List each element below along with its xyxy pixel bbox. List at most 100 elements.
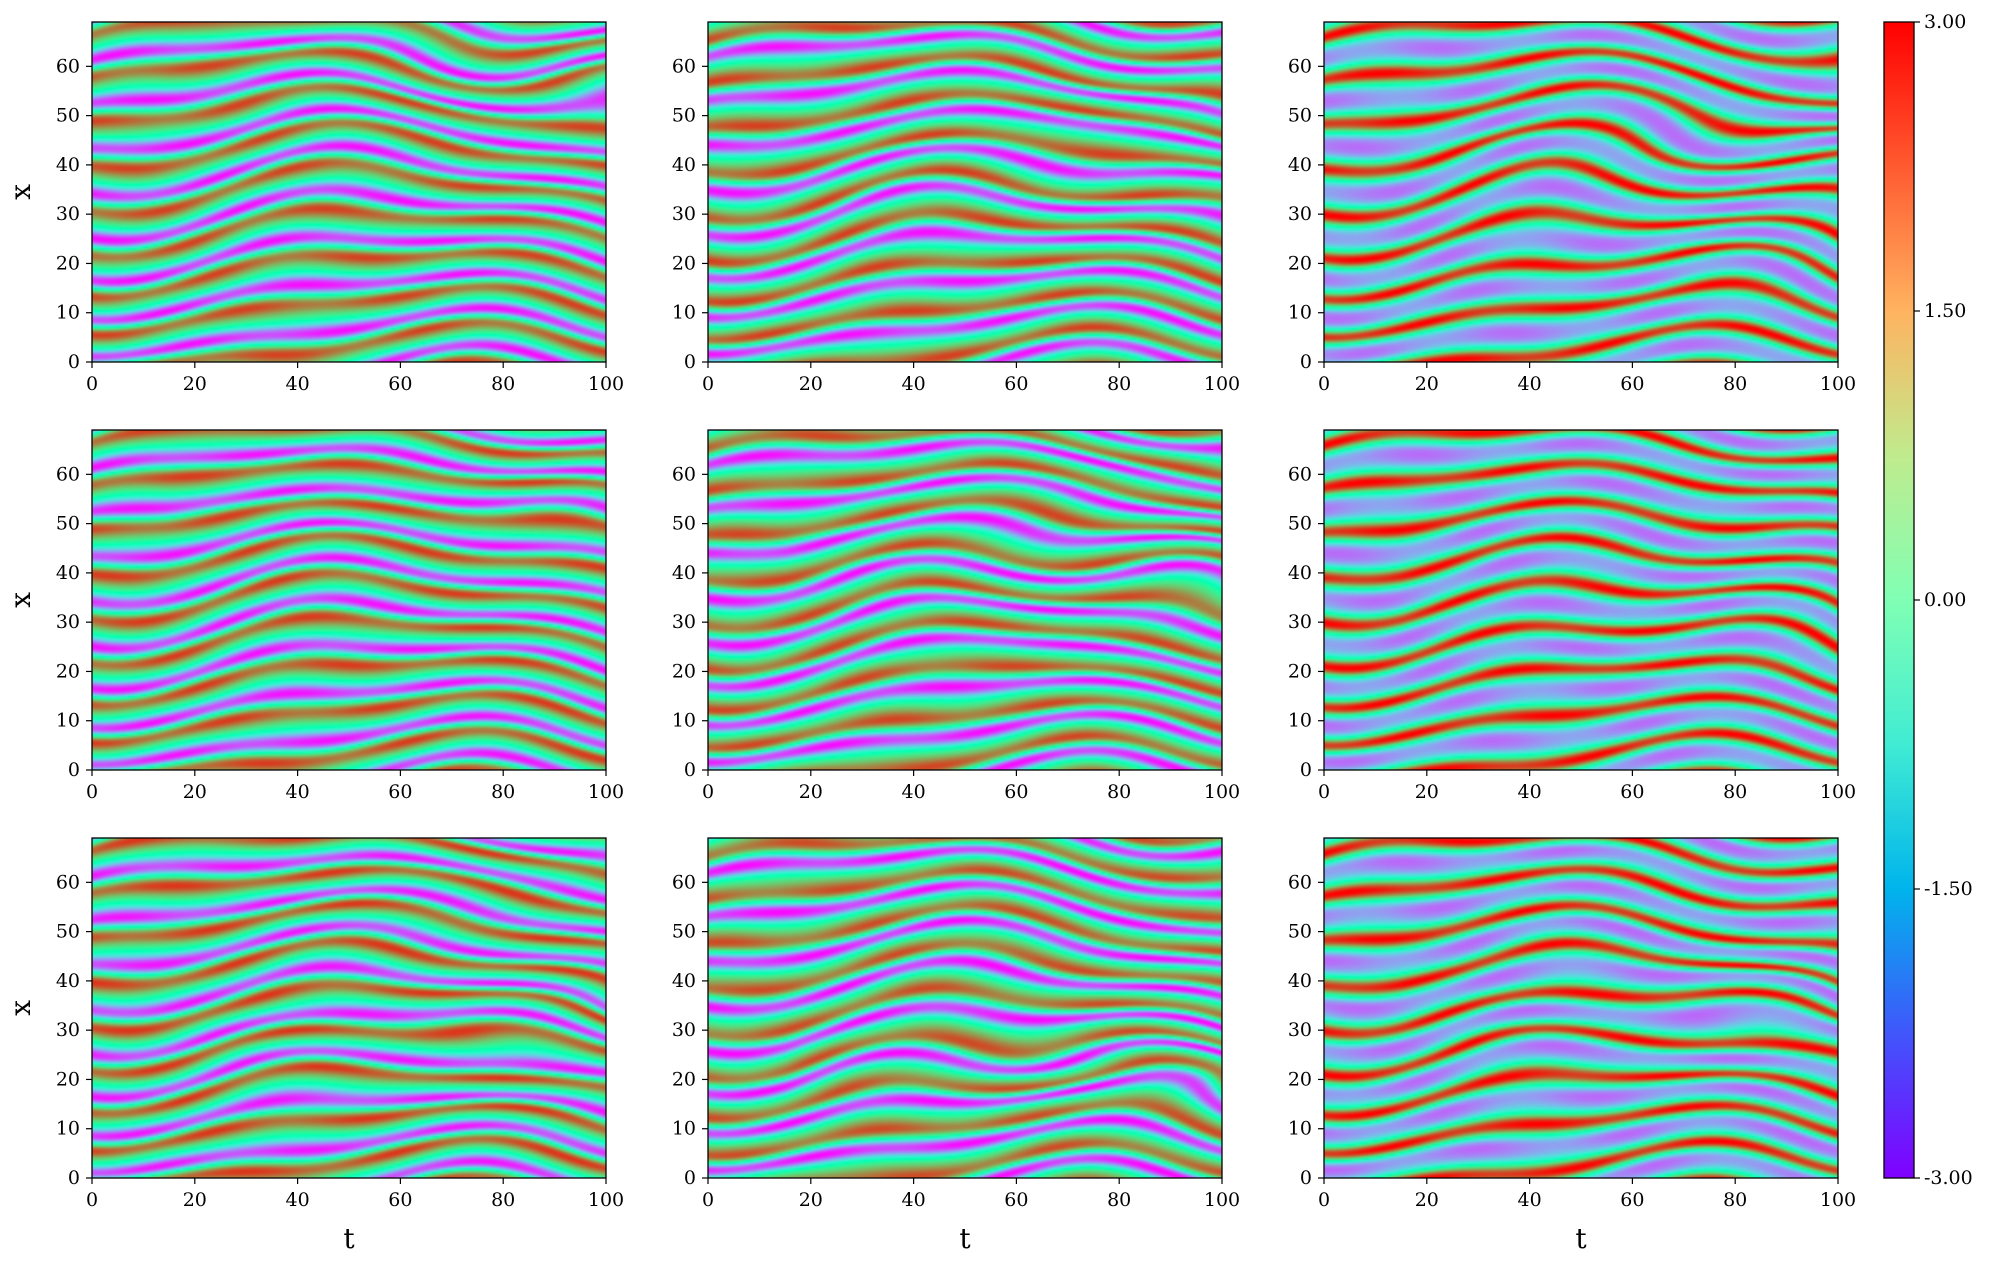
x-tick-label: 40 <box>286 1189 310 1211</box>
y-tick-label: 20 <box>672 1068 696 1090</box>
plot-frame <box>91 429 607 771</box>
y-tick-label: 30 <box>1288 203 1312 225</box>
x-tick-label: 0 <box>1318 373 1330 395</box>
x-tick-label: 20 <box>183 373 207 395</box>
colorbar-tick-label: 1.50 <box>1924 300 1966 322</box>
y-tick-label: 60 <box>1288 55 1312 77</box>
x-tick-label: 80 <box>1107 781 1131 803</box>
y-tick-label: 50 <box>672 921 696 943</box>
y-tick-label: 60 <box>672 463 696 485</box>
y-tick-label: 20 <box>672 660 696 682</box>
plot-frame <box>1323 21 1839 363</box>
x-tick-label: 100 <box>1820 373 1856 395</box>
x-tick-label: 40 <box>1518 781 1542 803</box>
y-tick-label: 0 <box>1300 351 1312 373</box>
y-tick-label: 20 <box>1288 252 1312 274</box>
plot-frame <box>707 21 1223 363</box>
x-tick-label: 0 <box>702 1189 714 1211</box>
y-tick-label: 50 <box>56 105 80 127</box>
y-tick-label: 60 <box>672 55 696 77</box>
heatmap-panel: 0 20 40 60 80 100 0 10 20 30 40 50 60 <box>1288 21 1856 395</box>
y-tick-label: 0 <box>68 351 80 373</box>
y-tick-label: 10 <box>1288 1118 1312 1140</box>
heatmap-image <box>708 22 1222 362</box>
y-tick-label: 10 <box>56 1118 80 1140</box>
y-tick-label: 0 <box>684 759 696 781</box>
x-tick-label: 100 <box>1204 781 1240 803</box>
x-tick-label: 100 <box>1204 373 1240 395</box>
y-tick-label: 10 <box>672 302 696 324</box>
x-tick-label: 20 <box>1415 373 1439 395</box>
x-tick-label: 20 <box>799 1189 823 1211</box>
x-tick-label: 40 <box>902 781 926 803</box>
x-tick-label: 40 <box>286 373 310 395</box>
x-tick-label: 80 <box>1723 1189 1747 1211</box>
heatmap-panel: 0 20 40 60 80 100 0 10 20 30 40 50 60 t <box>1288 837 1856 1255</box>
y-tick-label: 0 <box>684 1167 696 1189</box>
plot-frame <box>707 837 1223 1179</box>
y-tick-label: 30 <box>1288 1019 1312 1041</box>
heatmap-panel: 0 20 40 60 80 100 0 10 20 30 40 50 60 <box>672 429 1240 803</box>
colorbar-tick-label: -1.50 <box>1924 878 1973 900</box>
y-tick-label: 0 <box>68 759 80 781</box>
y-tick-label: 40 <box>56 970 80 992</box>
y-tick-label: 30 <box>672 1019 696 1041</box>
heatmap-image <box>708 838 1222 1178</box>
y-tick-label: 60 <box>1288 463 1312 485</box>
x-tick-label: 80 <box>491 781 515 803</box>
y-axis-label: x <box>4 592 37 608</box>
x-tick-label: 40 <box>286 781 310 803</box>
x-tick-label: 20 <box>183 781 207 803</box>
y-tick-label: 40 <box>56 154 80 176</box>
y-axis-label: x <box>4 184 37 200</box>
heatmap-image <box>1324 430 1838 770</box>
y-tick-label: 30 <box>672 203 696 225</box>
x-tick-label: 60 <box>1620 373 1644 395</box>
x-tick-label: 40 <box>1518 1189 1542 1211</box>
x-tick-label: 100 <box>588 373 624 395</box>
y-tick-label: 20 <box>672 252 696 274</box>
x-tick-label: 60 <box>388 373 412 395</box>
y-tick-label: 30 <box>1288 611 1312 633</box>
x-tick-label: 80 <box>491 1189 515 1211</box>
x-tick-label: 0 <box>1318 781 1330 803</box>
x-tick-label: 80 <box>1107 1189 1131 1211</box>
x-tick-label: 60 <box>1004 373 1028 395</box>
x-tick-label: 100 <box>1204 1189 1240 1211</box>
y-tick-label: 10 <box>56 302 80 324</box>
x-tick-label: 20 <box>799 781 823 803</box>
y-tick-label: 10 <box>56 710 80 732</box>
y-tick-label: 20 <box>56 252 80 274</box>
y-tick-label: 30 <box>672 611 696 633</box>
y-tick-label: 40 <box>672 562 696 584</box>
y-axis-label: x <box>4 1000 37 1016</box>
y-tick-label: 60 <box>1288 871 1312 893</box>
y-tick-label: 50 <box>1288 105 1312 127</box>
y-tick-label: 40 <box>1288 562 1312 584</box>
x-axis-label: t <box>343 1222 355 1255</box>
y-tick-label: 50 <box>672 105 696 127</box>
y-tick-label: 60 <box>56 463 80 485</box>
y-tick-label: 40 <box>672 970 696 992</box>
y-tick-label: 60 <box>56 55 80 77</box>
heatmap-image <box>92 430 606 770</box>
y-tick-label: 10 <box>672 710 696 732</box>
heatmap-image <box>708 430 1222 770</box>
heatmap-image <box>92 22 606 362</box>
heatmap-image <box>1324 22 1838 362</box>
y-tick-label: 50 <box>1288 513 1312 535</box>
plot-frame <box>1323 837 1839 1179</box>
x-tick-label: 0 <box>86 1189 98 1211</box>
colorbar-tick-label: 0.00 <box>1924 589 1966 611</box>
y-tick-label: 50 <box>56 513 80 535</box>
x-tick-label: 60 <box>1004 1189 1028 1211</box>
plot-frame <box>1323 429 1839 771</box>
x-tick-label: 20 <box>799 373 823 395</box>
heatmap-image <box>1324 838 1838 1178</box>
x-tick-label: 100 <box>1820 781 1856 803</box>
x-tick-label: 60 <box>1004 781 1028 803</box>
y-tick-label: 60 <box>672 871 696 893</box>
x-tick-label: 0 <box>1318 1189 1330 1211</box>
